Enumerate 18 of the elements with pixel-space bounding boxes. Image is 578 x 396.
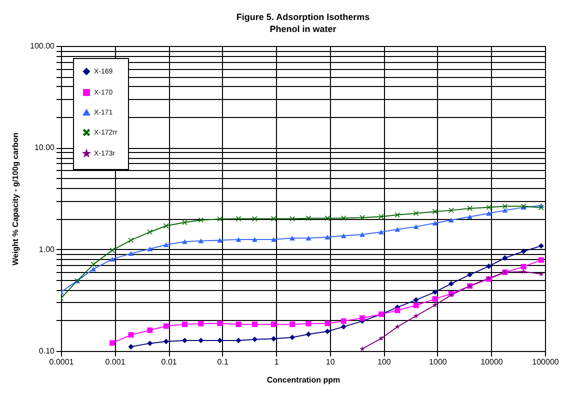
x-tick-label: 1 — [274, 358, 280, 366]
y-tick-label: 100.00 — [30, 42, 56, 50]
chart-subtitle: Phenol in water — [270, 24, 337, 34]
x-tick-label: 100 — [377, 358, 392, 366]
y-tick-label: 10.00 — [34, 143, 56, 152]
y-axis-title: Weight % Capacity - g/100g carbon — [11, 132, 20, 266]
chart-title: Figure 5. Adsorption Isotherms — [236, 12, 370, 22]
x-tick-label: 1000 — [429, 358, 448, 366]
x-tick-label: 0.01 — [161, 358, 178, 366]
y-tick-label: 1.00 — [38, 244, 56, 254]
x-tick-label: 0.0001 — [49, 358, 74, 366]
x-axis-title: Concentration ppm — [266, 376, 340, 384]
x-tick-label: 10 — [326, 358, 336, 366]
x-tick-label: 0.1 — [217, 358, 229, 366]
x-tick-label: 0.001 — [105, 358, 126, 366]
x-tick-label: 100000 — [532, 358, 560, 366]
x-tick-label: 10000 — [480, 358, 504, 366]
y-tick-label: 0.10 — [38, 346, 56, 356]
